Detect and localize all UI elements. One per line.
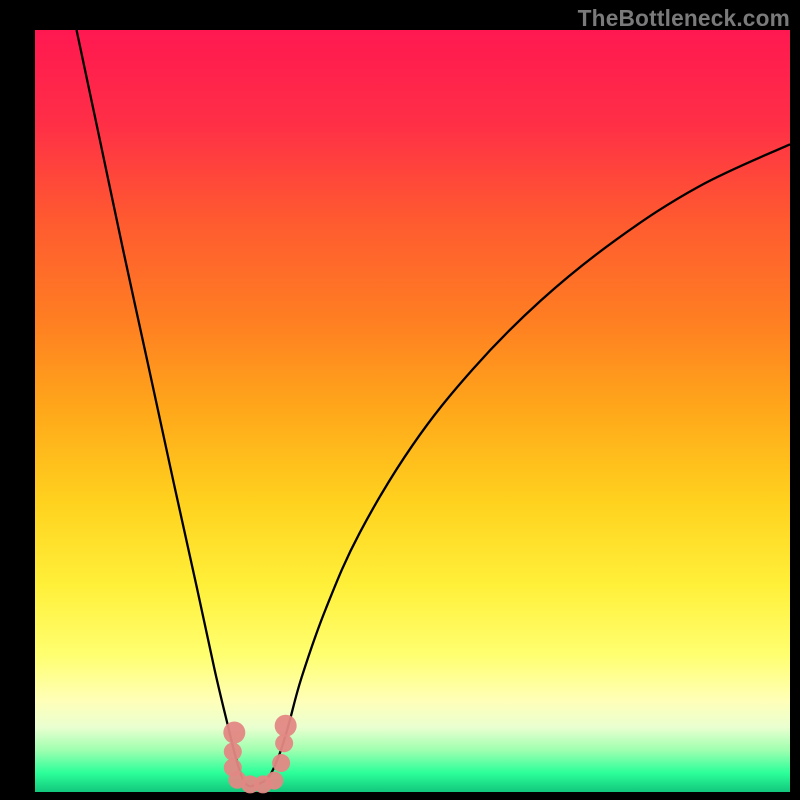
curve-right-branch (250, 144, 790, 786)
bottom-marker-dot (224, 743, 242, 761)
bottom-v-markers (223, 715, 296, 794)
bottom-marker-dot (223, 722, 245, 744)
bottom-marker-dot (275, 715, 297, 737)
bottom-marker-dot (254, 775, 272, 793)
watermark-text: TheBottleneck.com (578, 5, 790, 32)
bottom-marker-dot (241, 775, 259, 793)
bottom-marker-dot (224, 759, 242, 777)
gradient-background (35, 30, 790, 792)
bottom-marker-dot (265, 772, 283, 790)
bottom-marker-dot (228, 771, 246, 789)
plot-svg (0, 0, 800, 800)
curve-left-branch (77, 30, 251, 787)
bottom-marker-dot (275, 734, 293, 752)
bottom-marker-dot (272, 754, 290, 772)
